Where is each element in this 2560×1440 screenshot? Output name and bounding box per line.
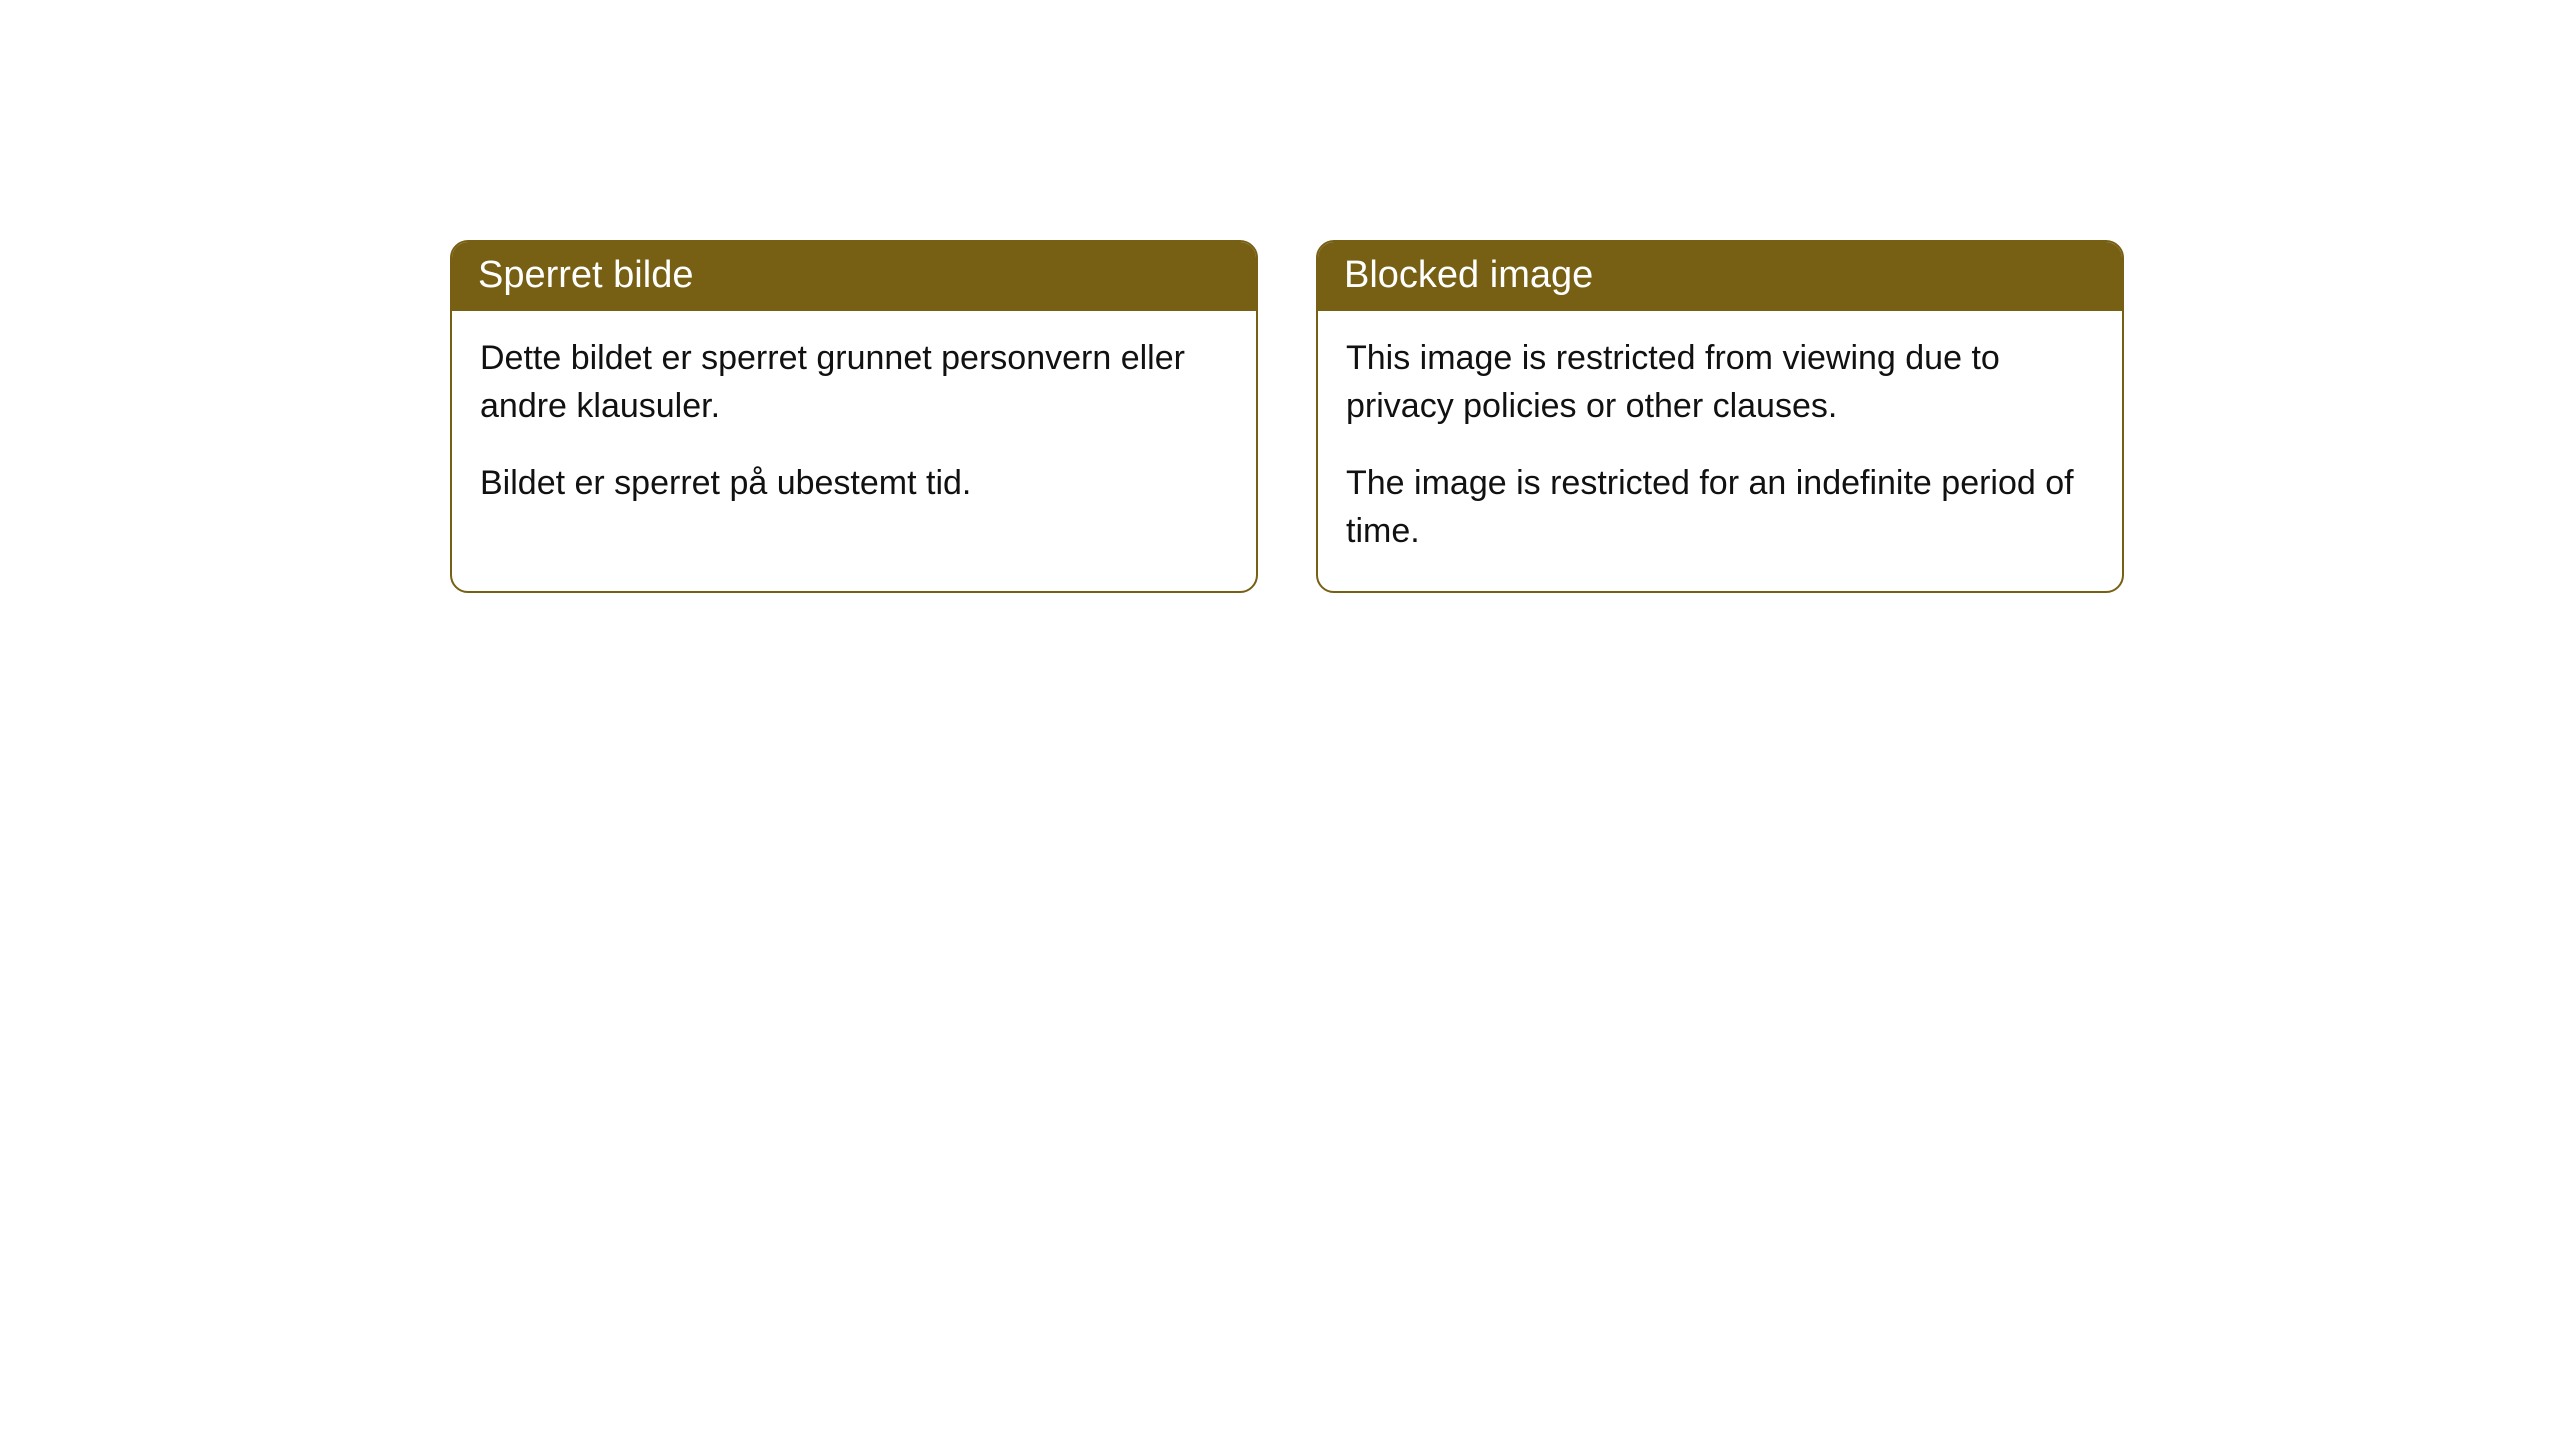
- card-paragraph: Bildet er sperret på ubestemt tid.: [480, 460, 1228, 508]
- card-body: Dette bildet er sperret grunnet personve…: [452, 311, 1256, 544]
- notice-cards-container: Sperret bilde Dette bildet er sperret gr…: [450, 240, 2124, 593]
- card-paragraph: The image is restricted for an indefinit…: [1346, 460, 2094, 555]
- notice-card-english: Blocked image This image is restricted f…: [1316, 240, 2124, 593]
- notice-card-norwegian: Sperret bilde Dette bildet er sperret gr…: [450, 240, 1258, 593]
- card-paragraph: Dette bildet er sperret grunnet personve…: [480, 335, 1228, 430]
- card-title: Blocked image: [1318, 242, 2122, 311]
- card-title: Sperret bilde: [452, 242, 1256, 311]
- card-body: This image is restricted from viewing du…: [1318, 311, 2122, 591]
- card-paragraph: This image is restricted from viewing du…: [1346, 335, 2094, 430]
